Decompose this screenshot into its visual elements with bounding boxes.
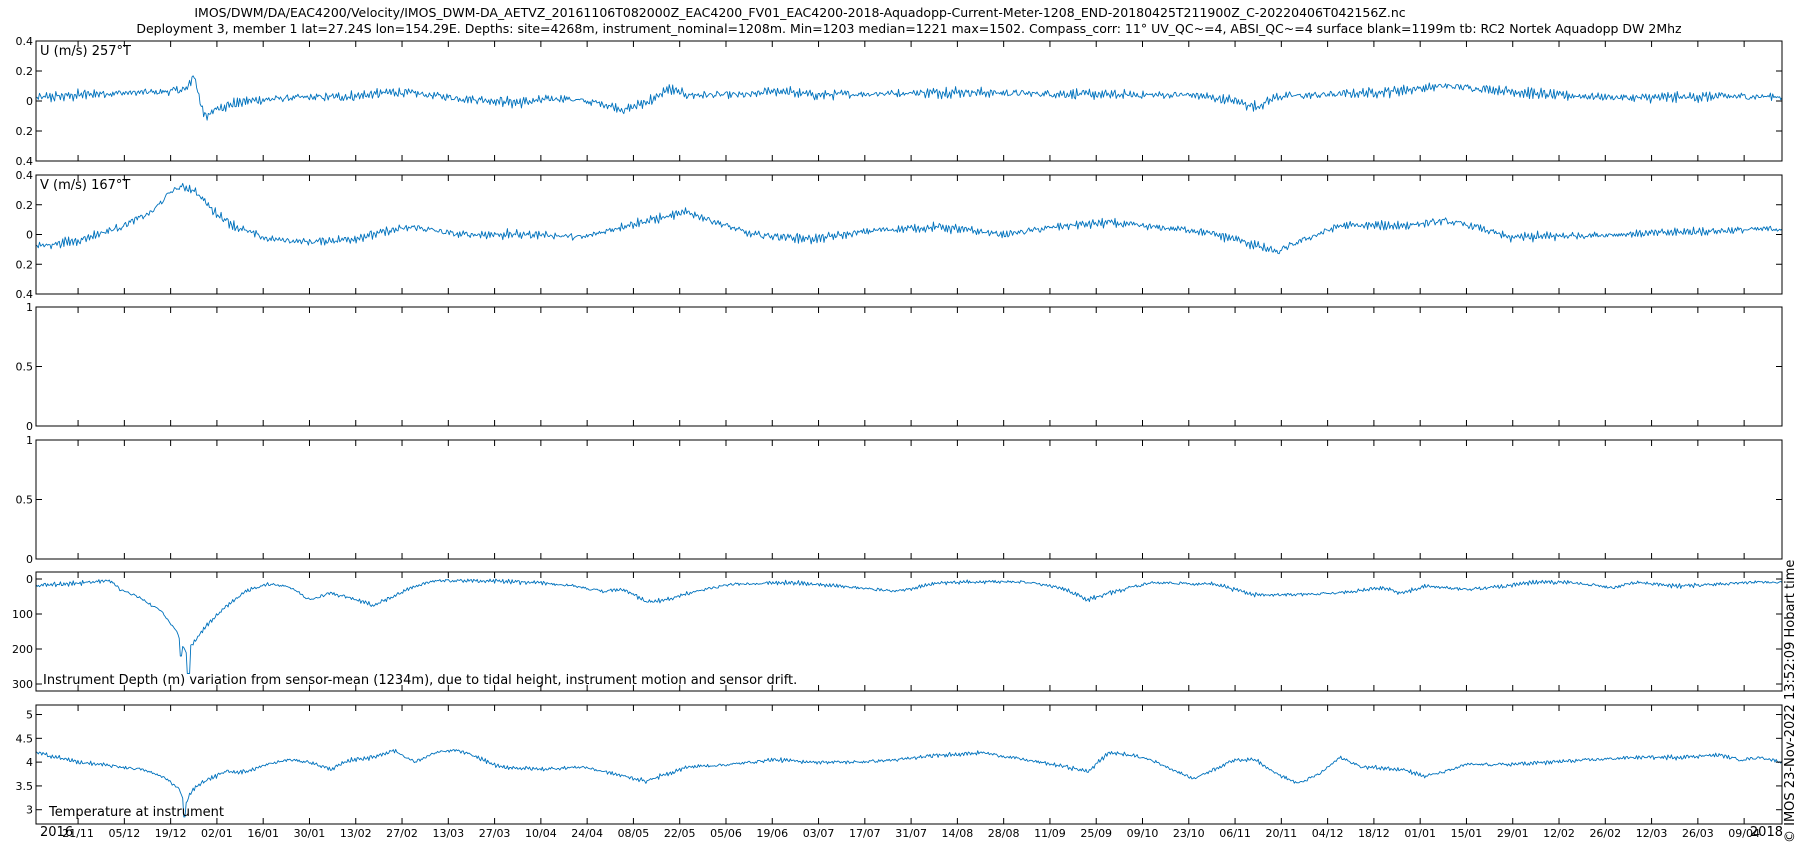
y-tick-label: 0.2: [16, 65, 34, 78]
series-line-5-1: [36, 578, 1782, 674]
y-tick-label: 0: [26, 420, 33, 433]
x-tick-label: 26/02: [1589, 827, 1621, 840]
figure-title-line1: IMOS/DWM/DA/EAC4200/Velocity/IMOS_DWM-DA…: [194, 5, 1405, 20]
x-tick-label: 02/01: [201, 827, 233, 840]
x-tick-label: 11/09: [1034, 827, 1066, 840]
side-timestamp-label: © IMOS 23-Nov-2022 13:52:09 Hobart time: [1783, 560, 1798, 843]
panel-label: Instrument Depth (m) variation from sens…: [43, 673, 797, 688]
x-tick-label: 12/03: [1636, 827, 1668, 840]
series-line-1-1: [36, 75, 1782, 121]
y-tick-label: 0.5: [16, 361, 34, 374]
x-tick-label: 21/11: [62, 827, 94, 840]
y-tick-label: 0.4: [16, 288, 34, 301]
x-tick-label: 26/03: [1682, 827, 1714, 840]
y-tick-label: 1: [26, 434, 33, 447]
x-tick-label: 28/08: [988, 827, 1020, 840]
x-tick-label: 27/03: [479, 827, 511, 840]
y-tick-label: 0.4: [16, 169, 34, 182]
y-tick-label: 0: [26, 95, 33, 108]
x-tick-label: 24/04: [571, 827, 603, 840]
x-tick-label: 01/01: [1404, 827, 1436, 840]
panel-frame: [35, 439, 1783, 560]
x-tick-label: 16/01: [247, 827, 279, 840]
y-tick-label: 200: [12, 643, 33, 656]
y-tick-label: 0.2: [16, 199, 34, 212]
x-year-end: 2018: [1750, 825, 1783, 840]
panel-frame: [35, 571, 1783, 692]
x-tick-label: 13/02: [340, 827, 372, 840]
panels-group: 0.4 0.2 0 0.2 0.4 U (m/s) 257°T 0.4 0.2 0 0.2 0.4 V…: [12, 35, 1783, 825]
x-tick-label: 23/10: [1173, 827, 1205, 840]
x-tick-label: 13/03: [432, 827, 464, 840]
x-tick-label: 31/07: [895, 827, 927, 840]
y-tick-label: 0.2: [16, 258, 34, 271]
panel-label: V (m/s) 167°T: [40, 178, 130, 193]
panel-4: 10.50: [16, 434, 1783, 566]
panel-6: 5 4.5 4 3.5 3 Temperature at instrument: [16, 704, 1783, 825]
x-tick-label: 25/09: [1080, 827, 1112, 840]
y-tick-label: 0: [26, 553, 33, 566]
panel-frame: [35, 704, 1783, 825]
panel-label: U (m/s) 257°T: [40, 44, 131, 59]
x-tick-label: 03/07: [803, 827, 835, 840]
x-tick-label: 18/12: [1358, 827, 1390, 840]
y-tick-label: 0: [26, 229, 33, 242]
x-tick-label: 08/05: [618, 827, 650, 840]
figure-title-line2: Deployment 3, member 1 lat=27.24S lon=15…: [136, 21, 1682, 36]
x-tick-label: 30/01: [294, 827, 326, 840]
x-tick-label: 27/02: [386, 827, 418, 840]
x-tick-label: 29/01: [1497, 827, 1529, 840]
x-tick-label: 20/11: [1265, 827, 1297, 840]
x-tick-label: 15/01: [1451, 827, 1483, 840]
panel-frame: [35, 306, 1783, 427]
y-tick-label: 3.5: [16, 780, 34, 793]
y-tick-label: 1: [26, 301, 33, 314]
y-tick-label: 4: [26, 756, 33, 769]
y-tick-label: 3: [26, 804, 33, 817]
panel-3: 10.50: [16, 301, 1783, 433]
x-tick-label: 22/05: [664, 827, 696, 840]
x-tick-label: 09/10: [1127, 827, 1159, 840]
y-tick-label: 0.2: [16, 125, 34, 138]
x-tick-label: 04/12: [1312, 827, 1344, 840]
panel-1: 0.4 0.2 0 0.2 0.4 U (m/s) 257°T: [16, 35, 1783, 168]
y-tick-label: 0: [26, 573, 33, 586]
panel-label: Temperature at instrument: [48, 805, 224, 820]
x-year-start: 2016: [40, 825, 73, 840]
x-axis: 21/11 05/12 19/12 02/01 16/01 30/01 13/02 27/02…: [40, 825, 1783, 840]
x-tick-label: 12/02: [1543, 827, 1575, 840]
panel-frame: [35, 40, 1783, 162]
series-line-2-1: [36, 182, 1782, 255]
x-tick-label: 05/06: [710, 827, 742, 840]
x-tick-label: 05/12: [109, 827, 141, 840]
y-tick-label: 0.4: [16, 35, 34, 48]
panel-2: 0.4 0.2 0 0.2 0.4 V (m/s) 167°T: [16, 169, 1783, 301]
x-tick-label: 19/12: [155, 827, 187, 840]
x-tick-label: 14/08: [942, 827, 974, 840]
y-tick-label: 5: [26, 709, 33, 722]
y-tick-label: 0.4: [16, 155, 34, 168]
panel-frame: [35, 174, 1783, 295]
panel-5: 0 100 200 300 Instrument Depth (m) variation…: [12, 571, 1783, 692]
x-tick-label: 09/04: [1728, 827, 1760, 840]
x-tick-label: 10/04: [525, 827, 557, 840]
y-tick-label: 4.5: [16, 732, 34, 745]
x-tick-label: 19/06: [756, 827, 788, 840]
y-tick-label: 100: [12, 608, 33, 621]
x-tick-label: 06/11: [1219, 827, 1251, 840]
y-tick-label: 300: [12, 678, 33, 691]
y-tick-label: 0.5: [16, 494, 34, 507]
x-tick-label: 17/07: [849, 827, 881, 840]
series-line-6-1: [36, 748, 1782, 818]
